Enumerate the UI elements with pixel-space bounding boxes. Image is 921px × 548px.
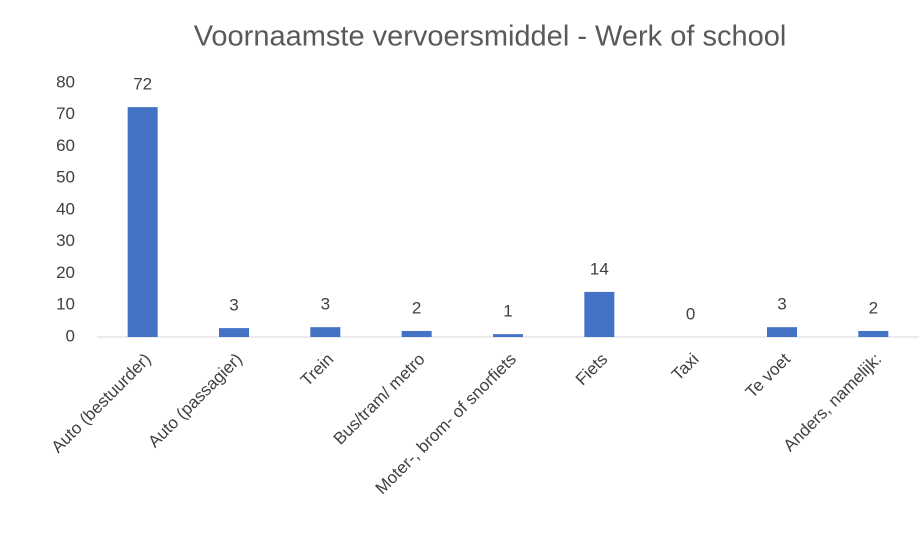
- data-label: 0: [686, 304, 695, 323]
- x-tick-label: Auto (passagier): [144, 350, 246, 452]
- x-tick-label: Anders, namelijk:: [780, 350, 886, 456]
- bar: [127, 107, 158, 337]
- x-tick-label: Te voet: [742, 349, 794, 401]
- data-label: 1: [503, 302, 512, 321]
- bar: [858, 330, 889, 337]
- y-tick-label: 30: [56, 231, 75, 250]
- bar: [767, 327, 797, 337]
- bar: [401, 330, 432, 337]
- data-label: 3: [229, 296, 238, 315]
- y-tick-label: 0: [66, 326, 75, 345]
- data-label: 3: [777, 295, 786, 314]
- bar: [219, 328, 249, 337]
- chart-title: Voornaamste vervoersmiddel - Werk of sch…: [194, 21, 787, 53]
- data-label: 2: [869, 298, 878, 317]
- x-tick-label: Fiets: [572, 350, 611, 389]
- x-tick-label: Trein: [297, 350, 337, 390]
- data-label: 2: [412, 298, 421, 317]
- y-tick-label: 20: [56, 263, 75, 282]
- bar: [493, 334, 523, 337]
- data-label: 14: [590, 259, 609, 278]
- bar: [584, 291, 615, 337]
- y-tick-label: 60: [56, 136, 75, 155]
- data-label: 72: [133, 75, 152, 94]
- bar: [310, 327, 341, 337]
- y-tick-label: 80: [56, 72, 75, 91]
- x-tick-label: Bus/tram/ metro: [330, 350, 429, 449]
- x-tick-label: Auto (bestuurder): [48, 350, 155, 457]
- y-tick-label: 10: [56, 295, 75, 314]
- y-tick-label: 50: [56, 168, 75, 187]
- y-tick-label: 40: [56, 199, 75, 218]
- data-label: 3: [321, 295, 330, 314]
- y-tick-label: 70: [56, 104, 75, 123]
- x-tick-label: Taxi: [668, 350, 703, 385]
